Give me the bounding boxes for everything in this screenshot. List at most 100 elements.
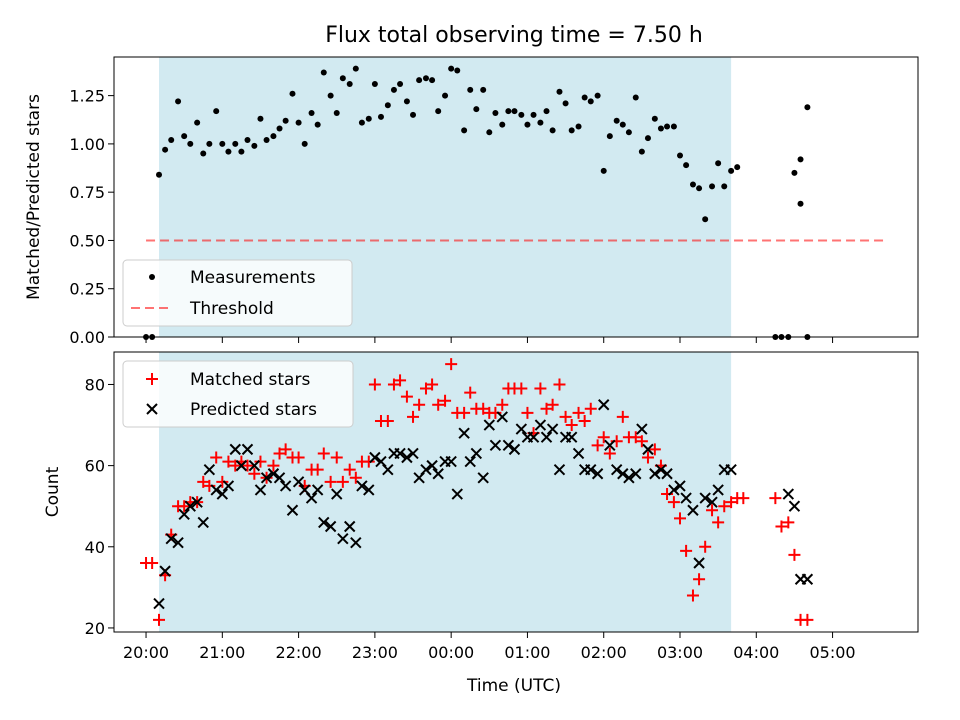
- matched-star-point: [629, 431, 642, 444]
- predicted-star-point: [477, 472, 489, 484]
- measurement-point: [358, 119, 365, 126]
- measurement-point: [581, 94, 588, 101]
- measurement-point: [219, 140, 226, 147]
- measurement-point: [339, 75, 346, 82]
- matched-star-point: [178, 500, 191, 513]
- bottom-ytick-label: 60: [85, 457, 105, 476]
- bottom-xtick-label: 02:00: [581, 643, 627, 662]
- bottom-ytick-label: 20: [85, 619, 105, 638]
- top-ytick-label: 0.50: [69, 231, 105, 250]
- predicted-star-point: [604, 439, 616, 452]
- predicted-star-point: [318, 516, 330, 529]
- bottom-xtick-label: 23:00: [352, 643, 398, 662]
- matched-star-point: [153, 613, 166, 626]
- legend-matched-label: Matched stars: [190, 370, 310, 390]
- predicted-star-point: [801, 573, 814, 585]
- measurement-point: [575, 123, 582, 130]
- predicted-star-point: [687, 504, 699, 516]
- measurement-point: [308, 110, 315, 116]
- predicted-star-point: [203, 463, 216, 476]
- measurement-point: [454, 67, 461, 74]
- predicted-star-point: [165, 532, 177, 545]
- predicted-star-point: [241, 443, 254, 456]
- measurement-point: [670, 123, 677, 130]
- matched-star-point: [674, 512, 687, 525]
- bottom-xtick-label: 00:00: [428, 643, 474, 662]
- measurement-point: [213, 108, 220, 115]
- predicted-star-point: [565, 431, 578, 443]
- matched-star-point: [477, 402, 490, 415]
- bottom-chart-ylabel: Count: [43, 466, 63, 517]
- predicted-star-point: [470, 447, 483, 460]
- legend-measurements-marker: [149, 274, 155, 280]
- predicted-star-point: [178, 508, 190, 521]
- bottom-legend-box: [122, 360, 354, 428]
- measurement-point: [282, 117, 289, 124]
- matched-star-point: [667, 496, 680, 509]
- matched-star-point: [413, 398, 426, 411]
- predicted-star-point: [197, 516, 209, 529]
- predicted-star-point: [382, 463, 394, 476]
- measurement-point: [263, 137, 270, 144]
- matched-star-point: [432, 398, 445, 411]
- measurement-point: [442, 92, 449, 99]
- matched-star-point: [540, 402, 553, 415]
- matched-star-point: [273, 447, 286, 460]
- measurement-point: [709, 183, 716, 190]
- measurement-point: [594, 92, 601, 99]
- predicted-star-point: [153, 597, 165, 610]
- measurement-point: [377, 113, 384, 120]
- bottom-xtick-label: 22:00: [276, 643, 322, 662]
- predicted-star-point: [331, 488, 343, 500]
- bottom-xtick-label: 21:00: [199, 643, 245, 662]
- predicted-star-point: [432, 468, 444, 480]
- measurement-point: [225, 148, 232, 155]
- predicted-star-point: [617, 468, 629, 480]
- bottom-ytick-label: 80: [85, 375, 105, 394]
- measurement-point: [644, 135, 651, 142]
- measurement-point: [556, 88, 563, 95]
- measurement-point: [295, 119, 302, 126]
- measurement-point: [511, 108, 518, 115]
- bottom-chart-xlabel: Time (UTC): [466, 676, 561, 696]
- measurement-point: [721, 183, 728, 190]
- predicted-star-point: [311, 484, 324, 496]
- matched-star-point: [584, 402, 597, 415]
- matched-star-point: [222, 455, 235, 468]
- measurement-point: [568, 127, 575, 134]
- matched-star-point: [693, 573, 706, 586]
- measurement-point: [804, 104, 811, 111]
- matched-star-point: [603, 447, 616, 460]
- predicted-star-point: [585, 463, 597, 476]
- matched-star-point: [394, 374, 407, 387]
- measurement-point: [702, 216, 709, 223]
- predicted-star-point: [344, 520, 356, 533]
- matched-star-point: [464, 386, 477, 399]
- measurement-point: [505, 108, 512, 115]
- measurement-point: [314, 121, 321, 128]
- measurement-point: [416, 77, 423, 84]
- bottom-axes-frame: [113, 351, 919, 633]
- matched-star-point: [718, 500, 731, 513]
- legend-matched-marker: [146, 373, 158, 385]
- predicted-star-point: [191, 496, 203, 508]
- matched-star-point: [737, 492, 750, 505]
- bottom-xtick-label: 05:00: [810, 643, 856, 662]
- measurement-point: [638, 148, 645, 155]
- measurement-point: [486, 129, 493, 136]
- predicted-star-point: [210, 484, 222, 496]
- matched-star-point: [248, 467, 261, 480]
- matched-star-point: [769, 492, 782, 505]
- predicted-star-point: [363, 484, 375, 496]
- predicted-star-point: [553, 463, 566, 476]
- measurement-point: [175, 98, 182, 105]
- measurement-point: [194, 119, 201, 126]
- measurement-point: [632, 94, 639, 101]
- predicted-star-point: [222, 480, 235, 492]
- predicted-star-point: [668, 484, 680, 496]
- matched-star-point: [578, 414, 591, 427]
- predicted-star-point: [172, 537, 184, 549]
- matched-star-point: [680, 544, 693, 557]
- matched-star-point: [801, 613, 814, 626]
